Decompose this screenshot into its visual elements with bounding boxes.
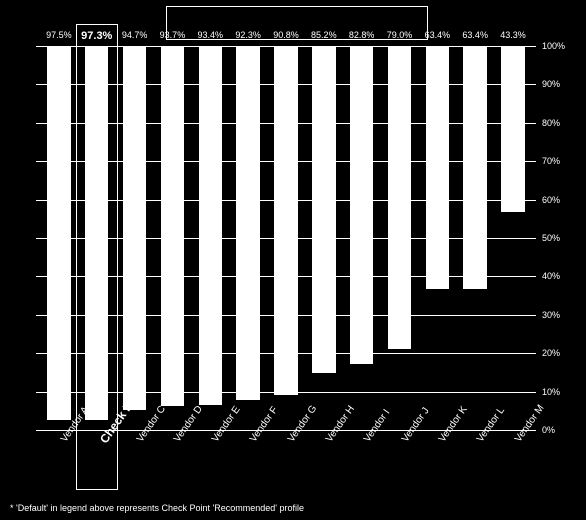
- y-tick-label: 20%: [542, 348, 572, 358]
- bar-value-label: 82.8%: [349, 30, 375, 40]
- bar: 94.7%: [123, 46, 146, 410]
- bar: 85.2%: [312, 46, 335, 373]
- bar-value-label: 92.3%: [235, 30, 261, 40]
- bar: 79.0%: [388, 46, 411, 349]
- bar-value-label: 79.0%: [387, 30, 413, 40]
- footnote-text: * 'Default' in legend above represents C…: [10, 503, 304, 513]
- y-tick-label: 80%: [542, 118, 572, 128]
- grid-line: [36, 392, 536, 393]
- y-tick-label: 30%: [542, 310, 572, 320]
- y-tick-label: 70%: [542, 156, 572, 166]
- grid-line: [36, 276, 536, 277]
- bar: 93.4%: [199, 46, 222, 405]
- bar-value-label: 93.7%: [160, 30, 186, 40]
- grid-line: [36, 46, 536, 47]
- bar-value-label: 43.3%: [500, 30, 526, 40]
- bar: 90.8%: [274, 46, 297, 395]
- y-tick-label: 50%: [542, 233, 572, 243]
- y-tick-label: 10%: [542, 387, 572, 397]
- bar: 82.8%: [350, 46, 373, 364]
- bar: 93.7%: [161, 46, 184, 406]
- grid-line: [36, 161, 536, 162]
- grid-line: [36, 238, 536, 239]
- bar-value-label: 63.4%: [425, 30, 451, 40]
- y-tick-label: 0%: [542, 425, 572, 435]
- plot-area: 97.5% 97.3% 94.7% 93.7% 93.4% 92.3% 90.8% 85.2%…: [36, 46, 536, 430]
- bar-value-label: 94.7%: [122, 30, 148, 40]
- bar: 97.5%: [47, 46, 70, 420]
- bar-value-label: 97.3%: [81, 30, 112, 42]
- bar: 92.3%: [236, 46, 259, 400]
- bar-value-label: 93.4%: [198, 30, 224, 40]
- y-tick-label: 40%: [542, 271, 572, 281]
- bar-value-label: 90.8%: [273, 30, 299, 40]
- chart-container: 97.5% 97.3% 94.7% 93.7% 93.4% 92.3% 90.8% 85.2%…: [8, 6, 578, 514]
- bar: 97.3%: [85, 46, 108, 420]
- grid-line: [36, 315, 536, 316]
- y-tick-label: 60%: [542, 195, 572, 205]
- grid-line: [36, 84, 536, 85]
- bar: 63.4%: [426, 46, 449, 289]
- bar-value-label: 97.5%: [46, 30, 72, 40]
- bar: 43.3%: [501, 46, 524, 212]
- grid-line: [36, 353, 536, 354]
- bar-value-label: 85.2%: [311, 30, 337, 40]
- bar: 63.4%: [463, 46, 486, 289]
- y-tick-label: 100%: [542, 41, 572, 51]
- x-axis-labels: Vendor ACheck PointVendor CVendor DVendo…: [36, 432, 536, 494]
- grid-line: [36, 200, 536, 201]
- y-tick-label: 90%: [542, 79, 572, 89]
- grid-line: [36, 123, 536, 124]
- bar-value-label: 63.4%: [462, 30, 488, 40]
